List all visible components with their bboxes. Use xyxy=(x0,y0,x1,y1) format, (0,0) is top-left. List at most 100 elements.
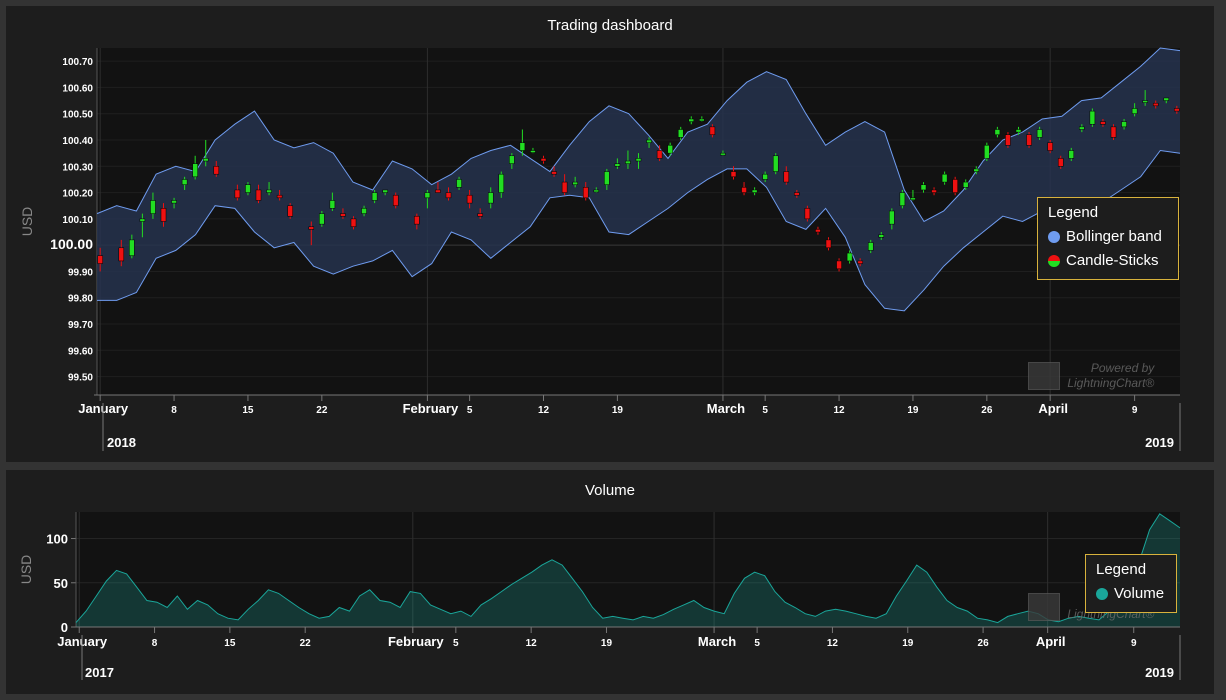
candle-body xyxy=(984,145,990,159)
circle-icon xyxy=(1048,231,1060,243)
volume-area xyxy=(76,513,1180,627)
legend-title: Legend xyxy=(1048,204,1099,221)
candle-body xyxy=(1015,129,1022,133)
legend-label: Candle-Sticks xyxy=(1066,252,1159,269)
x-tick-label: 9 xyxy=(1131,638,1137,649)
candle-body xyxy=(720,152,726,156)
candle-body xyxy=(1026,134,1032,146)
bollinger-upper-line xyxy=(96,47,1181,223)
candle-body xyxy=(857,260,863,264)
x-tick-label: 22 xyxy=(300,638,312,649)
candle-body xyxy=(1163,97,1170,101)
candle-body xyxy=(794,192,800,196)
candle-body xyxy=(392,194,399,206)
x-tick-label: 5 xyxy=(467,405,473,416)
candle-body xyxy=(266,189,272,193)
candle-body xyxy=(962,181,969,188)
legend-item-volume[interactable]: Volume xyxy=(1096,582,1166,606)
legend-title: Legend xyxy=(1096,561,1147,578)
candle-body xyxy=(139,218,146,222)
candle-body xyxy=(530,150,536,153)
candle-body xyxy=(171,200,177,204)
x-tick-label: 19 xyxy=(601,638,613,649)
y-tick-label: 0 xyxy=(61,620,68,635)
candle-body xyxy=(435,189,441,193)
candle-body xyxy=(783,171,790,183)
candle-body xyxy=(1121,121,1127,128)
candle-body xyxy=(994,129,1001,135)
trading-chart-panel: Trading dashboard 99.50 99.60 99.70 99.80 99… xyxy=(6,6,1214,462)
candle-body xyxy=(878,234,885,238)
y-tick-label: 100.40 xyxy=(62,136,93,147)
y-tick-label: 100.20 xyxy=(62,189,93,200)
year-label: 2017 xyxy=(85,665,114,680)
watermark-brand: LightningChart® xyxy=(1067,376,1155,390)
legend-box: Legend Bollinger band Candle-Sticks xyxy=(1037,197,1179,280)
candle-body xyxy=(1047,142,1053,151)
candle-body xyxy=(1005,134,1011,146)
candle-body xyxy=(509,155,515,164)
year-label: 2018 xyxy=(107,435,136,450)
x-tick-label: March xyxy=(698,634,736,649)
candle-body xyxy=(635,158,642,162)
candle-body xyxy=(741,187,747,193)
candle-body xyxy=(646,139,652,143)
candle-body xyxy=(202,158,209,162)
candle-body xyxy=(382,189,388,193)
watermark: Powered by LightningChart® xyxy=(1028,361,1154,391)
x-tick-label: January xyxy=(57,634,108,649)
candle-body xyxy=(97,255,103,264)
candlestick-chart[interactable]: 99.50 99.60 99.70 99.80 99.90 100.00 100.10 100… xyxy=(6,6,1214,462)
lightningchart-logo-icon xyxy=(1028,593,1060,621)
x-tick-label: 26 xyxy=(978,638,990,649)
candle-body xyxy=(899,192,906,206)
y-tick-label: 100.00 xyxy=(50,236,93,252)
x-tick-label: January xyxy=(78,401,129,416)
volume-line xyxy=(75,513,1181,624)
candle-body xyxy=(1068,150,1075,159)
candle-body xyxy=(751,189,758,193)
x-tick-label: 9 xyxy=(1132,405,1138,416)
legend-box: Legend Volume xyxy=(1085,554,1177,613)
candle-body xyxy=(762,173,768,180)
candle-body xyxy=(371,192,378,201)
bollinger-lower-line xyxy=(97,149,1181,312)
candle-body xyxy=(688,118,695,122)
candle-body xyxy=(952,179,958,193)
x-tick-label: April xyxy=(1038,401,1068,416)
legend-item-candlesticks[interactable]: Candle-Sticks xyxy=(1048,249,1168,273)
x-tick-label: 19 xyxy=(907,405,919,416)
candle-body xyxy=(604,171,610,185)
plot-area xyxy=(76,512,1180,627)
candle-body xyxy=(361,208,367,214)
candle-body xyxy=(667,145,673,154)
x-tick-label: March xyxy=(707,401,745,416)
candle-body xyxy=(656,150,663,159)
candle-body xyxy=(910,197,916,201)
candle-body xyxy=(424,192,431,199)
candle-body xyxy=(519,142,526,151)
y-axis-label: USD xyxy=(18,555,34,585)
lightningchart-logo-icon xyxy=(1028,362,1060,390)
candle-body xyxy=(350,218,357,228)
candle-body xyxy=(1100,121,1106,125)
candle-body xyxy=(1036,129,1043,138)
candle-body xyxy=(329,200,336,209)
x-tick-label: 19 xyxy=(902,638,914,649)
legend-item-bollinger[interactable]: Bollinger band xyxy=(1048,225,1168,249)
y-tick-label: 99.60 xyxy=(68,346,93,357)
y-tick-label: 100.30 xyxy=(62,162,93,173)
y-tick-label: 100.70 xyxy=(62,57,93,68)
x-tick-label: April xyxy=(1036,634,1066,649)
candle-body xyxy=(614,163,621,167)
x-tick-label: 15 xyxy=(224,638,236,649)
candle-body xyxy=(825,239,832,249)
candle-body xyxy=(340,213,346,217)
candle-body xyxy=(498,173,505,193)
y-tick-label: 50 xyxy=(54,576,68,591)
candle-body xyxy=(1089,110,1096,125)
candle-body xyxy=(477,213,483,217)
x-tick-label: 22 xyxy=(316,405,328,416)
watermark-powered: Powered by xyxy=(1090,361,1155,375)
volume-chart[interactable]: 0 50 100 USD January 8 15 22 February 5 12 19 March 5… xyxy=(6,470,1214,694)
